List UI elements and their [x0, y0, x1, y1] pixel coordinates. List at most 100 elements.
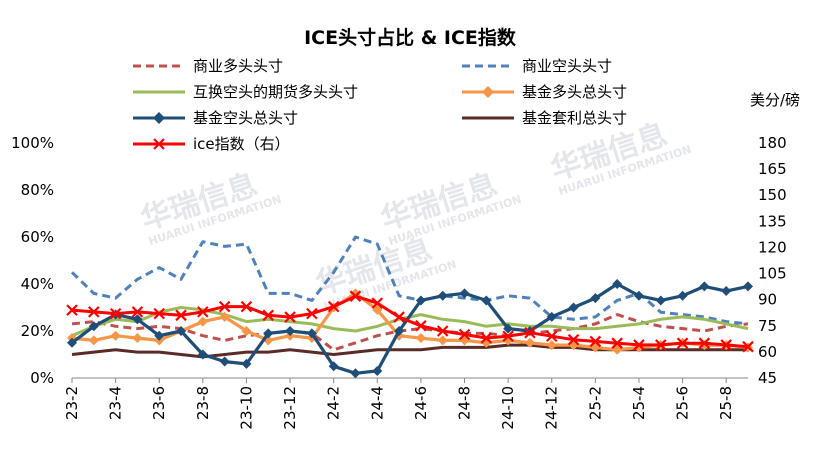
- axes: 23-2 23-4 23-6 23-8 23-10 23-12 24-2 24-4 24-6 24…: [11, 134, 787, 430]
- y-right-tick-label: 90: [758, 291, 777, 309]
- data-point: [546, 311, 557, 322]
- legend-marker: [482, 86, 494, 98]
- x-tick-label: 25-8: [717, 386, 735, 420]
- series-line: [70, 235, 749, 326]
- data-point: [372, 304, 383, 315]
- legend-item: 基金空头总头寸: [133, 109, 298, 127]
- data-point: [546, 340, 557, 351]
- data-point: [240, 300, 253, 313]
- legend-label: 互换空头的期货多头头寸: [193, 83, 358, 101]
- y-left-tick-label: 20%: [21, 322, 54, 340]
- legend-item: 互换空头的期货多头头寸: [133, 83, 358, 101]
- data-point: [567, 333, 580, 346]
- data-point: [131, 306, 144, 318]
- data-point: [241, 358, 252, 369]
- data-point: [436, 325, 449, 337]
- data-point: [611, 337, 623, 349]
- x-tick-label: 25-2: [586, 386, 604, 420]
- data-point: [568, 302, 579, 313]
- data-point: [88, 321, 99, 332]
- data-point: [480, 332, 493, 344]
- data-point: [503, 323, 514, 334]
- y-right-tick-label: 60: [758, 343, 777, 361]
- data-point: [371, 297, 384, 309]
- data-point: [676, 337, 689, 349]
- data-point: [241, 326, 252, 336]
- data-point: [415, 333, 426, 344]
- data-point: [589, 335, 602, 348]
- data-point: [88, 306, 100, 318]
- data-point: [524, 326, 536, 339]
- right-axis-unit: 美分/磅: [750, 91, 800, 109]
- legend-label: 基金多头总头寸: [522, 83, 627, 101]
- x-tick-label: 23-6: [150, 386, 168, 420]
- data-point: [175, 309, 187, 322]
- data-point: [153, 307, 166, 320]
- chart-title: ICE头寸占比 & ICE指数: [304, 26, 517, 49]
- x-tick-label: 24-12: [543, 386, 561, 430]
- x-tick-label: 24-8: [456, 386, 474, 420]
- data-point: [349, 290, 362, 302]
- data-point: [88, 335, 99, 346]
- data-point: [263, 328, 274, 339]
- legend-item: 商业空头头寸: [462, 57, 612, 75]
- legend-label: 商业多头头寸: [193, 57, 283, 75]
- legend-item: 基金套利总头寸: [462, 109, 627, 127]
- series-0: [71, 313, 749, 352]
- data-point: [197, 306, 209, 318]
- data-point: [633, 290, 644, 301]
- y-right-tick-label: 135: [758, 212, 787, 230]
- x-tick-label: 25-4: [630, 386, 648, 420]
- y-right-tick-label: 45: [758, 369, 777, 387]
- legend-item: 基金多头总头寸: [462, 83, 627, 101]
- data-point: [698, 337, 711, 349]
- data-point: [699, 281, 710, 292]
- data-point: [545, 330, 558, 343]
- y-left-tick-label: 60%: [21, 228, 54, 246]
- data-point: [437, 290, 448, 301]
- data-point: [66, 304, 78, 316]
- data-point: [218, 300, 231, 313]
- y-right-tick-label: 105: [758, 265, 787, 283]
- legend-label: 商业空头头寸: [522, 57, 612, 75]
- y-left-tick-label: 100%: [11, 134, 54, 152]
- data-point: [612, 279, 623, 289]
- data-point: [590, 293, 601, 304]
- y-right-tick-label: 180: [758, 134, 787, 152]
- data-point: [67, 337, 77, 348]
- data-point: [677, 290, 688, 301]
- data-point: [743, 281, 753, 292]
- x-tick-label: 24-2: [325, 386, 343, 420]
- y-left-tick-label: 0%: [30, 369, 54, 387]
- data-point: [327, 300, 340, 313]
- series-4: [67, 279, 753, 379]
- plot-area: [66, 235, 754, 379]
- data-point: [219, 356, 230, 367]
- data-point: [176, 326, 187, 336]
- x-tick-label: 23-4: [107, 386, 125, 420]
- y-right-tick-label: 120: [758, 238, 787, 256]
- data-point: [306, 328, 317, 339]
- data-point: [132, 333, 143, 344]
- data-point: [459, 288, 470, 299]
- data-point: [654, 339, 667, 351]
- y-left-tick-label: 80%: [21, 181, 54, 199]
- data-point: [633, 339, 645, 351]
- data-point: [415, 319, 427, 332]
- legend-item: 商业多头头寸: [133, 57, 283, 75]
- x-tick-label: 25-6: [674, 386, 692, 420]
- data-point: [612, 344, 623, 355]
- series-1: [70, 235, 749, 326]
- data-point: [372, 365, 383, 376]
- x-tick-label: 24-10: [499, 386, 517, 430]
- legend-label: ice指数（右）: [193, 135, 290, 153]
- x-tick-label: 23-8: [194, 386, 212, 420]
- data-point: [197, 349, 208, 360]
- series-6: [66, 290, 754, 353]
- data-point: [132, 314, 143, 325]
- series-line: [71, 294, 749, 349]
